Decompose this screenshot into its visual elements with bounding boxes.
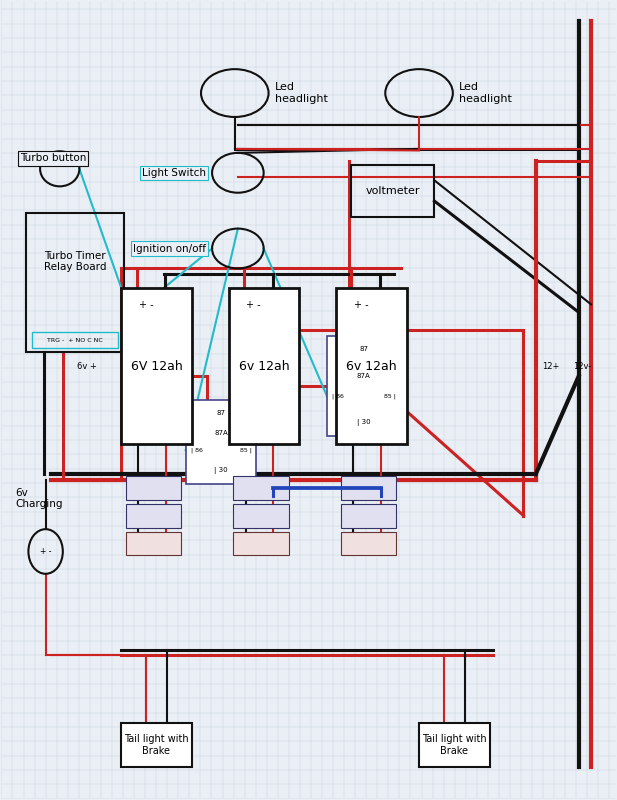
Text: 12+: 12+ [542,362,559,370]
FancyBboxPatch shape [233,476,289,500]
Text: | 30: | 30 [357,419,371,426]
Text: 6v 12ah: 6v 12ah [346,360,397,373]
FancyBboxPatch shape [336,288,407,444]
Text: Light Switch: Light Switch [142,168,206,178]
FancyBboxPatch shape [341,476,396,500]
FancyBboxPatch shape [341,531,396,555]
FancyBboxPatch shape [121,288,192,444]
Text: + -: + - [40,547,51,556]
Text: + -: + - [246,300,261,310]
Text: TRG -  + NO C NC: TRG - + NO C NC [48,338,103,342]
Text: Turbo Timer
Relay Board: Turbo Timer Relay Board [44,250,106,272]
FancyBboxPatch shape [186,400,256,484]
FancyBboxPatch shape [121,723,192,766]
Text: 6v 12ah: 6v 12ah [239,360,289,373]
Text: + -: + - [354,300,368,310]
Text: Ignition on/off: Ignition on/off [133,243,206,254]
Text: 87A: 87A [357,373,371,379]
Text: | 86: | 86 [332,394,344,398]
FancyBboxPatch shape [233,531,289,555]
Text: Turbo button: Turbo button [20,154,86,163]
Text: 85 |: 85 | [384,394,395,398]
Text: 6v
Charging: 6v Charging [15,488,62,510]
FancyBboxPatch shape [126,531,181,555]
Text: + -: + - [139,300,153,310]
Text: 85 |: 85 | [239,447,251,453]
FancyBboxPatch shape [341,504,396,527]
FancyBboxPatch shape [126,476,181,500]
FancyBboxPatch shape [419,723,490,766]
Text: Led
headlight: Led headlight [275,82,328,104]
FancyBboxPatch shape [327,336,400,436]
Text: 87A: 87A [214,430,228,437]
Text: voltmeter: voltmeter [366,186,420,196]
Text: | 86: | 86 [191,447,202,453]
Text: Led
headlight: Led headlight [459,82,512,104]
FancyBboxPatch shape [229,288,299,444]
Text: 87: 87 [359,346,368,352]
Text: Tail light with
Brake: Tail light with Brake [422,734,487,755]
Text: 87: 87 [217,410,225,415]
Text: 6v +: 6v + [78,362,97,370]
Text: 12v-: 12v- [573,362,591,370]
Text: | 30: | 30 [214,467,228,474]
Text: 6V 12ah: 6V 12ah [131,360,183,373]
FancyBboxPatch shape [126,504,181,527]
Text: Tail light with
Brake: Tail light with Brake [124,734,189,755]
FancyBboxPatch shape [233,504,289,527]
